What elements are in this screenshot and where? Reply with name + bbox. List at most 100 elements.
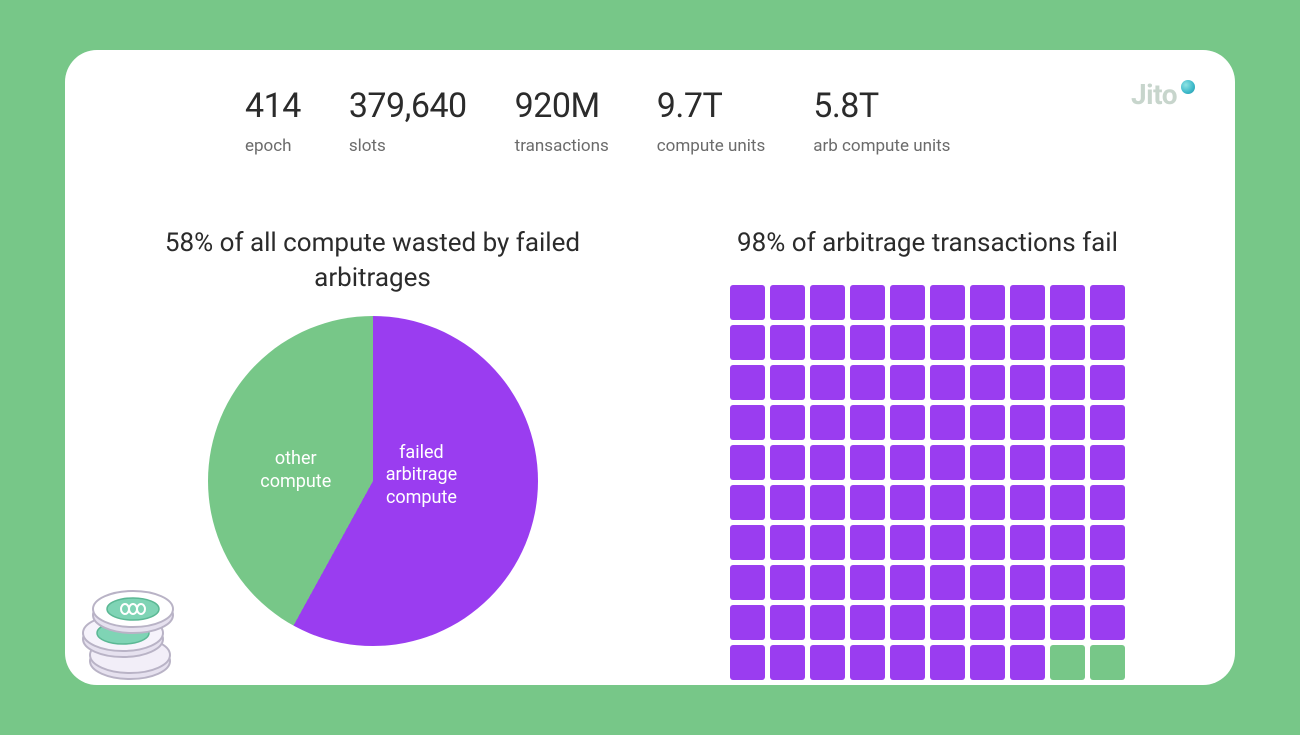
waffle-cell	[770, 365, 805, 400]
waffle-cell	[890, 645, 925, 680]
waffle-cell	[730, 605, 765, 640]
waffle-cell	[1010, 365, 1045, 400]
waffle-cell	[970, 485, 1005, 520]
stat-value: 379,640	[349, 86, 467, 126]
waffle-cell	[850, 565, 885, 600]
waffle-cell	[1010, 565, 1045, 600]
waffle-cell	[890, 405, 925, 440]
stat-compute-units: 9.7T compute units	[657, 86, 765, 156]
waffle-cell	[970, 405, 1005, 440]
waffle-cell	[890, 445, 925, 480]
pie-title: 58% of all compute wasted by failed arbi…	[115, 226, 630, 296]
waffle-cell	[770, 645, 805, 680]
info-card: Jito 414 epoch 379,640 slots 920M transa…	[65, 50, 1235, 685]
waffle-cell	[1090, 325, 1125, 360]
stat-label: slots	[349, 136, 467, 156]
waffle-cell	[1090, 285, 1125, 320]
waffle-cell	[930, 405, 965, 440]
waffle-cell	[810, 645, 845, 680]
waffle-cell	[810, 445, 845, 480]
waffle-cell	[730, 325, 765, 360]
waffle-cell	[770, 405, 805, 440]
waffle-cell	[1010, 445, 1045, 480]
waffle-cell	[1010, 525, 1045, 560]
waffle-cell	[1010, 645, 1045, 680]
waffle-cell	[770, 325, 805, 360]
waffle-cell	[770, 485, 805, 520]
stat-label: arb compute units	[813, 136, 950, 156]
waffle-cell	[810, 565, 845, 600]
stat-value: 9.7T	[657, 86, 765, 126]
waffle-cell	[850, 405, 885, 440]
waffle-cell	[850, 365, 885, 400]
waffle-cell	[810, 365, 845, 400]
waffle-cell	[1090, 405, 1125, 440]
waffle-chart	[730, 285, 1125, 680]
waffle-cell	[770, 565, 805, 600]
stat-value: 5.8T	[813, 86, 950, 126]
waffle-cell	[970, 565, 1005, 600]
waffle-cell	[970, 645, 1005, 680]
coins-icon	[75, 561, 185, 685]
waffle-panel: 98% of arbitrage transactions fail	[670, 226, 1185, 680]
waffle-cell	[770, 605, 805, 640]
waffle-cell	[850, 285, 885, 320]
waffle-cell	[770, 445, 805, 480]
waffle-cell	[730, 565, 765, 600]
waffle-cell	[930, 525, 965, 560]
waffle-cell	[730, 645, 765, 680]
brand-dot-icon	[1181, 80, 1195, 94]
waffle-cell	[1090, 365, 1125, 400]
stat-arb-compute-units: 5.8T arb compute units	[813, 86, 950, 156]
waffle-cell	[930, 365, 965, 400]
waffle-cell	[850, 325, 885, 360]
waffle-cell	[970, 365, 1005, 400]
stat-value: 414	[245, 86, 301, 126]
waffle-cell	[1050, 285, 1085, 320]
waffle-cell	[970, 605, 1005, 640]
waffle-cell	[890, 605, 925, 640]
waffle-cell	[850, 525, 885, 560]
waffle-cell	[890, 565, 925, 600]
waffle-cell	[1010, 405, 1045, 440]
pie-panel: 58% of all compute wasted by failed arbi…	[115, 226, 630, 680]
waffle-cell	[1090, 645, 1125, 680]
waffle-cell	[730, 525, 765, 560]
waffle-cell	[730, 365, 765, 400]
pie-chart: failedarbitragecomputeothercompute	[208, 316, 538, 646]
waffle-cell	[850, 445, 885, 480]
waffle-cell	[810, 485, 845, 520]
waffle-cell	[1090, 605, 1125, 640]
stats-row: 414 epoch 379,640 slots 920M transaction…	[115, 80, 1185, 156]
waffle-cell	[1050, 645, 1085, 680]
waffle-cell	[1010, 605, 1045, 640]
waffle-cell	[810, 325, 845, 360]
waffle-cell	[930, 645, 965, 680]
stat-value: 920M	[515, 86, 609, 126]
waffle-cell	[1090, 445, 1125, 480]
waffle-cell	[1010, 485, 1045, 520]
waffle-cell	[730, 485, 765, 520]
stat-epoch: 414 epoch	[245, 86, 301, 156]
waffle-cell	[730, 445, 765, 480]
waffle-cell	[970, 445, 1005, 480]
waffle-cell	[930, 285, 965, 320]
waffle-cell	[730, 405, 765, 440]
waffle-cell	[890, 285, 925, 320]
stat-transactions: 920M transactions	[515, 86, 609, 156]
waffle-cell	[890, 325, 925, 360]
waffle-cell	[1090, 565, 1125, 600]
waffle-cell	[1010, 285, 1045, 320]
waffle-cell	[930, 325, 965, 360]
waffle-cell	[730, 285, 765, 320]
pie-body	[208, 316, 538, 646]
waffle-cell	[1050, 485, 1085, 520]
waffle-cell	[850, 645, 885, 680]
stat-label: epoch	[245, 136, 301, 156]
waffle-cell	[890, 485, 925, 520]
brand-logo: Jito	[1131, 78, 1195, 111]
waffle-cell	[970, 325, 1005, 360]
waffle-cell	[1090, 525, 1125, 560]
waffle-cell	[930, 445, 965, 480]
waffle-cell	[1050, 605, 1085, 640]
